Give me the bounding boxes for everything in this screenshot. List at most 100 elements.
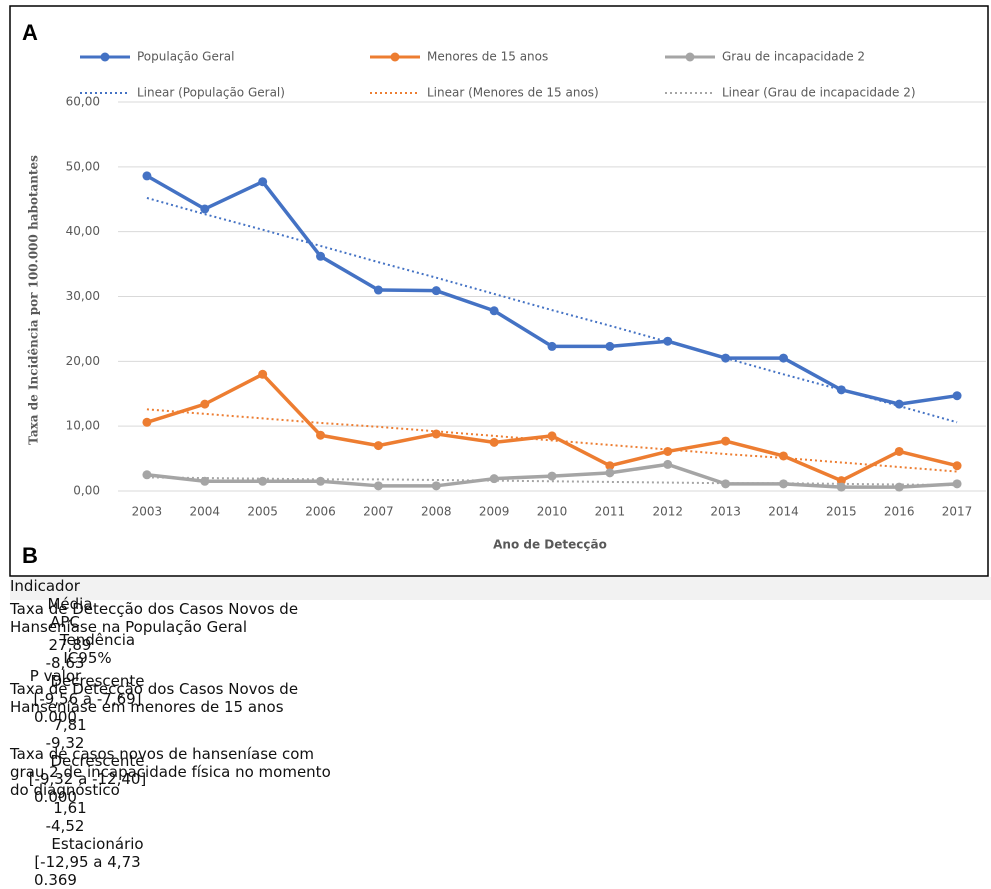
y-tick-label: 50,00: [66, 159, 100, 173]
table-cell: Decrescente: [50, 752, 145, 770]
point: [952, 391, 962, 401]
point: [489, 474, 499, 484]
legend-marker: [685, 52, 695, 62]
point: [316, 430, 326, 440]
x-tick-label: 2015: [826, 505, 857, 519]
point: [663, 459, 673, 469]
table-cell: Taxa de Detecção dos Casos Novos de Hans…: [10, 600, 299, 636]
table-cell: Estacionário: [51, 835, 144, 853]
y-tick-label: 60,00: [66, 95, 100, 109]
x-tick-label: 2011: [595, 505, 626, 519]
x-tick-label: 2007: [363, 505, 394, 519]
page: A Taxa de Incidência por 100.000 habotan…: [9, 5, 991, 889]
panel-label: A: [22, 20, 38, 45]
point: [258, 476, 268, 486]
x-tick-label: 2016: [884, 505, 915, 519]
point: [778, 353, 788, 363]
point: [605, 468, 615, 478]
point: [200, 204, 210, 214]
table-header: Indicador Média APC Tendência IC95% P valor: [10, 577, 991, 685]
x-tick-label: 2010: [537, 505, 568, 519]
point: [547, 471, 557, 481]
table: Indicador Média APC Tendência IC95% P valor Ta…: [10, 577, 991, 889]
point: [431, 286, 441, 296]
table-cell: Taxa de casos novos de hanseníase com gr…: [10, 745, 331, 799]
point: [431, 481, 441, 491]
point: [721, 479, 731, 489]
x-tick-label: 2005: [247, 505, 278, 519]
trend-line: [146, 196, 958, 424]
point: [373, 481, 383, 491]
legend-marker: [100, 52, 110, 62]
point: [894, 446, 904, 456]
point: [489, 306, 499, 316]
table-cell: [-9,56 a -7,69]: [33, 690, 142, 708]
table-cell: 0.000: [34, 708, 77, 726]
x-axis-title: Ano de Detecção: [493, 538, 607, 552]
point: [663, 446, 673, 456]
legend-label: Linear (Menores de 15 anos): [427, 86, 599, 100]
table-cell: Taxa de Detecção dos Casos Novos de Hans…: [10, 680, 299, 716]
x-tick-label: 2006: [305, 505, 336, 519]
x-tick-label: 2012: [652, 505, 683, 519]
table-row: Taxa de Detecção dos Casos Novos de Hans…: [10, 600, 991, 726]
point: [547, 341, 557, 351]
point: [316, 476, 326, 486]
y-tick-label: 30,00: [66, 289, 100, 303]
table-cell: [-12,95 a 4,73: [34, 853, 141, 871]
chart: A Taxa de Incidência por 100.000 habotan…: [9, 5, 989, 577]
table-cell: -4,52: [45, 817, 85, 835]
point: [258, 369, 268, 379]
point: [836, 476, 846, 486]
x-tick-label: 2013: [710, 505, 741, 519]
point: [605, 341, 615, 351]
trend-line: [146, 476, 958, 487]
header-cell: IC95%: [63, 649, 112, 667]
table-cell: 27,89: [48, 636, 92, 654]
panel-label: B: [22, 543, 38, 568]
point: [952, 461, 962, 471]
trend-line: [146, 408, 958, 473]
point: [431, 429, 441, 439]
point: [373, 285, 383, 295]
table-row: Taxa de casos novos de hanseníase com gr…: [10, 745, 991, 889]
point: [142, 171, 152, 181]
legend-label: Linear (Grau de incapacidade 2): [722, 86, 916, 100]
legend-label: Grau de incapacidade 2: [722, 50, 865, 64]
y-tick-label: 0,00: [73, 484, 100, 498]
x-tick-label: 2008: [421, 505, 452, 519]
x-tick-label: 2009: [479, 505, 510, 519]
legend-label: Linear (População Geral): [137, 86, 285, 100]
table-cell: [-9,32 a -12,40]: [28, 770, 147, 788]
point: [952, 479, 962, 489]
point: [142, 417, 152, 427]
point: [258, 177, 268, 187]
y-tick-label: 40,00: [66, 224, 100, 238]
point: [200, 399, 210, 409]
header-cell: P valor: [29, 667, 82, 685]
header-cell: APC: [50, 613, 80, 631]
point: [894, 399, 904, 409]
point: [142, 470, 152, 480]
y-axis-title: Taxa de Incidência por 100.000 habotante…: [27, 155, 41, 445]
table-cell: 0.000: [34, 788, 77, 806]
point: [605, 461, 615, 471]
table-cell: 1,61: [53, 799, 87, 817]
x-tick-label: 2004: [190, 505, 221, 519]
table-row: Taxa de Detecção dos Casos Novos de Hans…: [10, 680, 991, 806]
legend-label: População Geral: [137, 50, 234, 64]
legend-marker: [390, 52, 400, 62]
legend-label: Menores de 15 anos: [427, 50, 548, 64]
table-cell: 7,81: [53, 716, 87, 734]
y-tick-label: 20,00: [66, 354, 100, 368]
point: [316, 251, 326, 261]
series-line: [146, 372, 958, 483]
point: [547, 431, 557, 441]
header-cell: Tendência: [59, 631, 136, 649]
x-tick-label: 2017: [942, 505, 973, 519]
table-cell: Decrescente: [50, 672, 145, 690]
table-cell: -8,63: [45, 654, 85, 672]
point: [489, 437, 499, 447]
header-cell: Indicador: [10, 577, 80, 595]
x-tick-label: 2003: [132, 505, 163, 519]
